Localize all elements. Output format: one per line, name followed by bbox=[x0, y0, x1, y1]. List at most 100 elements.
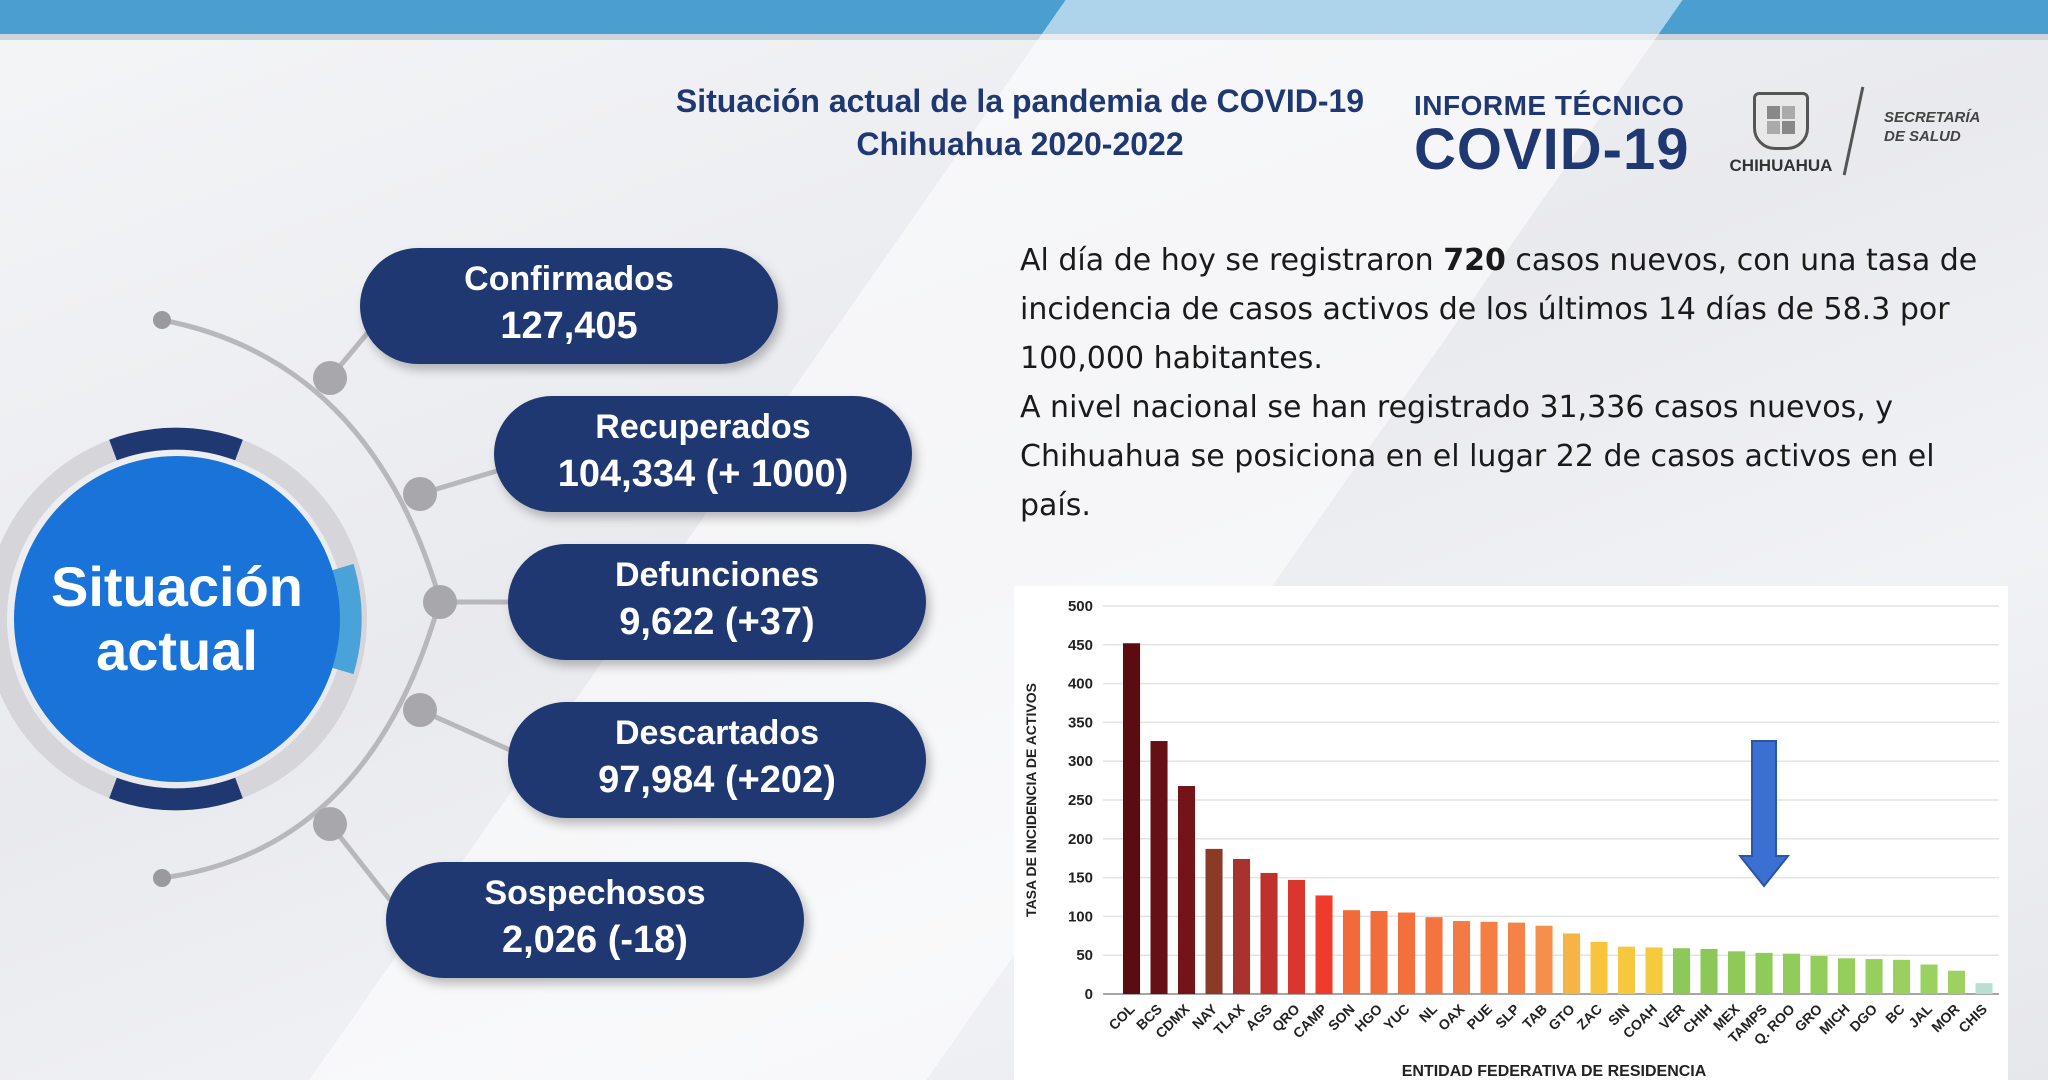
bar bbox=[1453, 921, 1471, 994]
bar bbox=[1893, 959, 1911, 994]
stat-defunciones: Defunciones 9,622 (+37) bbox=[508, 544, 926, 660]
x-tick-label: PUE bbox=[1463, 1001, 1495, 1033]
informe-line-2: COVID-19 bbox=[1414, 117, 1690, 182]
stat-confirmados: Confirmados 127,405 bbox=[360, 248, 778, 364]
stat-label: Descartados bbox=[614, 714, 820, 752]
bar bbox=[1645, 947, 1663, 994]
x-tick-label: CHIS bbox=[1955, 1001, 1990, 1036]
y-tick-label: 100 bbox=[1068, 908, 1093, 925]
summary-paragraph-1: Al día de hoy se registraron 720 casos n… bbox=[1020, 236, 2010, 383]
bar bbox=[1343, 910, 1361, 994]
x-axis-title: ENTIDAD FEDERATIVA DE RESIDENCIA bbox=[1402, 1063, 1707, 1080]
bar bbox=[1563, 933, 1581, 994]
chihuahua-emblem: CHIHUAHUA bbox=[1722, 92, 1840, 176]
stat-label: Confirmados bbox=[464, 260, 674, 298]
bar bbox=[1535, 925, 1553, 994]
x-tick-label: ZAC bbox=[1573, 1001, 1605, 1033]
stat-label: Sospechosos bbox=[484, 874, 706, 912]
y-tick-label: 300 bbox=[1068, 753, 1093, 770]
x-tick-label: CHIH bbox=[1680, 1001, 1716, 1037]
bar bbox=[1480, 921, 1498, 994]
x-tick-label: TLAX bbox=[1210, 1000, 1248, 1038]
bar bbox=[1150, 741, 1168, 994]
title-line-1: Situación actual de la pandemia de COVID… bbox=[675, 83, 1365, 119]
bar bbox=[1508, 922, 1526, 994]
bar bbox=[1205, 848, 1223, 994]
stat-sospechosos: Sospechosos 2,026 (-18) bbox=[386, 862, 804, 978]
x-tick-label: GTO bbox=[1545, 1001, 1578, 1034]
y-tick-label: 0 bbox=[1085, 986, 1093, 1003]
x-tick-label: MICH bbox=[1816, 1001, 1853, 1038]
x-tick-label: TAB bbox=[1519, 1001, 1550, 1032]
bar bbox=[1673, 948, 1691, 994]
stat-value: 9,622 (+37) bbox=[619, 601, 815, 643]
hub-line-1: Situación bbox=[50, 555, 304, 618]
highlight-arrow-icon bbox=[1737, 740, 1791, 888]
state-name: CHIHUAHUA bbox=[1729, 156, 1833, 175]
bar bbox=[1590, 942, 1608, 994]
x-tick-label: COL bbox=[1105, 1000, 1138, 1033]
shield-icon bbox=[1753, 92, 1809, 150]
y-tick-label: 250 bbox=[1068, 792, 1093, 809]
bar bbox=[1920, 964, 1938, 994]
bar bbox=[1260, 872, 1278, 994]
secretaria-line-2: DE SALUD bbox=[1884, 128, 1961, 145]
bar bbox=[1288, 879, 1306, 994]
stat-value: 104,334 (+ 1000) bbox=[557, 453, 849, 495]
new-cases-count: 720 bbox=[1443, 243, 1506, 278]
x-tick-label: BC bbox=[1882, 1001, 1908, 1027]
page-title: Situación actual de la pandemia de COVID… bbox=[640, 80, 1400, 166]
y-tick-label: 50 bbox=[1076, 947, 1093, 964]
incidence-bar-chart: 050100150200250300350400450500COLBCSCDMX… bbox=[1023, 598, 1999, 1080]
bar bbox=[1728, 951, 1746, 994]
summary-p1-after: casos nuevos, con una tasa de incidencia… bbox=[1020, 243, 1978, 376]
bar bbox=[1700, 948, 1718, 994]
stat-value: 97,984 (+202) bbox=[598, 759, 836, 801]
stat-value: 2,026 (-18) bbox=[502, 919, 688, 961]
stat-label: Recuperados bbox=[595, 408, 811, 446]
bar bbox=[1783, 953, 1801, 994]
bar bbox=[1755, 952, 1773, 994]
summary-text: Al día de hoy se registraron 720 casos n… bbox=[1020, 236, 2010, 530]
bar bbox=[1123, 643, 1141, 994]
bar bbox=[1948, 970, 1966, 994]
informe-tecnico-logo: INFORME TÉCNICO COVID-19 bbox=[1414, 90, 1690, 182]
bar bbox=[1370, 910, 1388, 994]
stat-value: 127,405 bbox=[500, 305, 638, 347]
x-tick-label: DGO bbox=[1846, 1001, 1880, 1035]
summary-p1-before: Al día de hoy se registraron bbox=[1020, 243, 1444, 278]
incidence-chart: 0 50 100 150 200 250 300 350 400 450 500 COL BCS CDMX… bbox=[1014, 586, 2008, 1080]
title-line-2: Chihuahua 2020-2022 bbox=[856, 126, 1184, 162]
stat-recuperados: Recuperados 104,334 (+ 1000) bbox=[494, 396, 912, 512]
x-tick-label: AGS bbox=[1242, 1001, 1275, 1034]
stat-label: Defunciones bbox=[614, 556, 820, 594]
bar bbox=[1178, 786, 1196, 994]
x-tick-label: HGO bbox=[1351, 1001, 1385, 1035]
informe-line-1: INFORME TÉCNICO bbox=[1414, 90, 1685, 121]
bar bbox=[1618, 946, 1636, 994]
bar bbox=[1233, 858, 1251, 994]
summary-paragraph-2: A nivel nacional se han registrado 31,33… bbox=[1020, 390, 1935, 523]
y-tick-label: 400 bbox=[1068, 676, 1093, 693]
secretaria-de-salud: SECRETARÍA DE SALUD bbox=[1884, 108, 1980, 146]
y-tick-label: 150 bbox=[1068, 870, 1093, 887]
bar bbox=[1838, 958, 1856, 994]
x-tick-label: MOR bbox=[1928, 1001, 1962, 1035]
y-tick-label: 350 bbox=[1068, 714, 1093, 731]
y-tick-label: 500 bbox=[1068, 598, 1093, 615]
bar bbox=[1315, 895, 1333, 994]
secretaria-line-1: SECRETARÍA bbox=[1884, 109, 1981, 126]
bar bbox=[1810, 955, 1828, 994]
x-tick-label: SLP bbox=[1492, 1001, 1523, 1032]
y-axis-title: TASA DE INCIDENCIA DE ACTIVOS bbox=[1023, 683, 1039, 917]
x-tick-label: YUC bbox=[1380, 1001, 1412, 1033]
bar bbox=[1865, 959, 1883, 994]
x-tick-label: SON bbox=[1325, 1001, 1358, 1034]
bar bbox=[1425, 917, 1443, 994]
stat-descartados: Descartados 97,984 (+202) bbox=[508, 702, 926, 818]
x-tick-label: OAX bbox=[1435, 1000, 1468, 1033]
situacion-actual-hub: Situación actual bbox=[14, 456, 340, 782]
bar bbox=[1975, 983, 1993, 994]
y-tick-label: 450 bbox=[1068, 637, 1093, 654]
hub-line-2: actual bbox=[96, 619, 258, 682]
